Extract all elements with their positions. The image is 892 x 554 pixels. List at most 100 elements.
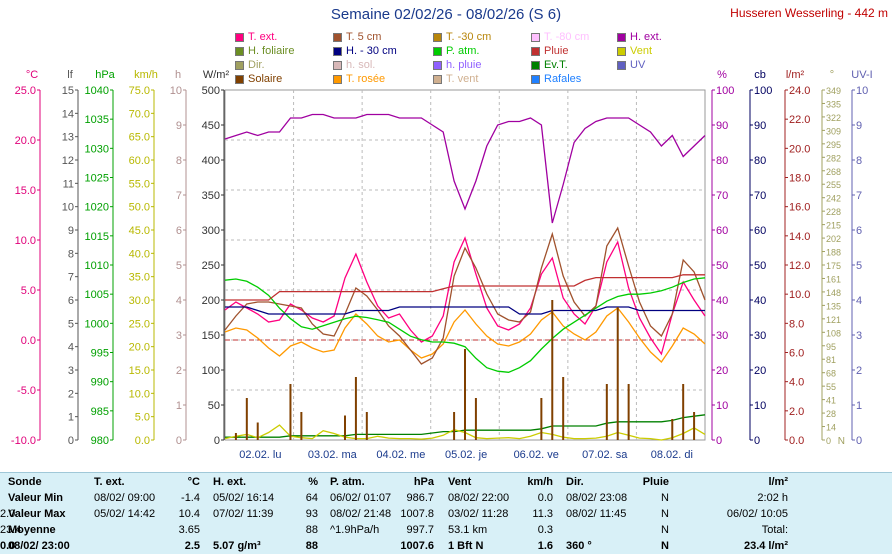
table-cell: 08/02/ 22:00 <box>448 492 510 504</box>
table-cell: N <box>661 508 669 520</box>
legend-item: h. sol. <box>333 59 375 72</box>
tick-label-dir: 175 <box>826 261 841 271</box>
tick-label-wind: 70.0 <box>129 108 150 120</box>
legend-label: T. vent <box>446 73 479 86</box>
tick-label-cb: 30 <box>754 330 766 342</box>
tick-label-cb: 10 <box>754 400 766 412</box>
tick-label-uv: 5 <box>856 260 862 272</box>
dir-compass-label: N <box>838 436 845 447</box>
tick-label-leaf: 3 <box>68 365 74 377</box>
table-cell: 06/02/ 10:05 <box>726 508 788 520</box>
tick-label-dir: 268 <box>826 167 841 177</box>
table-cell: 2:02 h <box>757 492 788 504</box>
tick-label-leaf: 9 <box>68 225 74 237</box>
tick-label-leaf: 8 <box>68 248 74 260</box>
legend-item: T. 5 cm <box>333 31 381 44</box>
x-tick-label: 05.02. je <box>445 449 487 461</box>
tick-label-rain: 2.0 <box>789 406 804 418</box>
tick-label-rain: 8.0 <box>789 318 804 330</box>
tick-label-dir: 95 <box>826 342 836 352</box>
axis-unit-cb: cb <box>754 69 766 81</box>
table-header-cell: P. atm. <box>330 476 365 488</box>
table-cell: 2.5 <box>184 540 200 552</box>
legend-item: H. ext. <box>617 31 662 44</box>
table-header-cell: °C <box>187 476 200 488</box>
table-cell: 3.65 <box>178 524 200 536</box>
tick-label-rain: 0.0 <box>789 435 804 447</box>
table-cell: 1.6 <box>537 540 553 552</box>
legend-swatch <box>433 46 442 56</box>
tick-label-hour: 5 <box>176 260 182 272</box>
tick-label-dir: 55 <box>826 382 836 392</box>
table-cell: 03/02/ 11:28 <box>448 508 509 520</box>
table-cell: 0.3 <box>537 524 553 536</box>
legend-label: Rafales <box>544 73 582 86</box>
tick-label-dir: 242 <box>826 194 841 204</box>
x-tick-label: 07.02. sa <box>582 449 628 461</box>
tick-label-hum: 80 <box>716 155 728 167</box>
tick-label-dir: 188 <box>826 248 841 258</box>
legend-item: P. atm. <box>433 45 479 58</box>
tick-label-press: 1040 <box>85 85 109 97</box>
tick-label-leaf: 15 <box>62 85 74 97</box>
legend-swatch <box>617 46 626 56</box>
tick-label-dir: 282 <box>826 153 841 163</box>
tick-label-dir: 335 <box>826 99 841 109</box>
tick-label-press: 1010 <box>85 260 109 272</box>
legend-label: h. sol. <box>346 59 376 72</box>
tick-label-leaf: 1 <box>68 412 74 424</box>
table-cell: 986.7 <box>406 492 434 504</box>
tick-label-uv: 1 <box>856 400 862 412</box>
table-row-label: Valeur Min <box>8 492 64 504</box>
legend-swatch <box>433 32 442 42</box>
tick-label-hum: 30 <box>716 330 728 342</box>
tick-label-uv: 4 <box>856 295 862 307</box>
tick-label-cb: 100 <box>754 85 772 97</box>
axis-unit-press: hPa <box>95 69 115 81</box>
legend-swatch <box>433 60 442 70</box>
table-header-cell: H. ext. <box>213 476 247 488</box>
tick-label-wind: 65.0 <box>129 132 150 144</box>
table-header-cell: Vent <box>448 476 472 488</box>
tick-label-wind: 10.0 <box>129 388 150 400</box>
series-line-5 <box>225 306 705 315</box>
legend-label: H. ext. <box>630 31 662 44</box>
tick-label-leaf: 7 <box>68 272 74 284</box>
tick-label-dir: 135 <box>826 301 841 311</box>
tick-label-dir: 121 <box>826 315 841 325</box>
tick-label-uv: 3 <box>856 330 862 342</box>
tick-label-leaf: 14 <box>62 108 74 120</box>
tick-label-rain: 10.0 <box>789 289 810 301</box>
tick-label-wind: 0.0 <box>135 435 150 447</box>
series-line-2 <box>224 226 706 365</box>
axis-unit-hum: % <box>717 69 727 81</box>
axis-unit-solar: W/m² <box>203 69 230 81</box>
legend-label: Ev.T. <box>544 59 568 72</box>
legend-item: Pluie <box>531 45 568 58</box>
axis-unit-hour: h <box>175 69 181 81</box>
table-cell: 88 <box>305 540 318 552</box>
tick-label-dir: 148 <box>826 288 841 298</box>
legend-label: H. - 30 cm <box>346 45 397 58</box>
table-cell: 0.0 <box>0 540 16 552</box>
legend: T. ext. T. 5 cm T. -30 cm T. -80 cm H. ext. H… <box>235 31 715 87</box>
table-cell: 05/02/ 14:42 <box>94 508 156 520</box>
table-header-cell: T. ext. <box>94 476 125 488</box>
legend-item: UV <box>617 59 645 72</box>
tick-label-hour: 6 <box>176 225 182 237</box>
tick-label-hour: 8 <box>176 155 182 167</box>
tick-label-hum: 60 <box>716 225 728 237</box>
tick-label-press: 1005 <box>85 289 109 301</box>
tick-label-temp: 10.0 <box>15 235 36 247</box>
legend-label: Vent <box>630 45 653 58</box>
table-cell: 06/02/ 01:07 <box>330 492 392 504</box>
table-cell: N <box>661 492 669 504</box>
tick-label-solar: 50 <box>208 400 220 412</box>
series-line-4 <box>224 113 706 224</box>
legend-label: UV <box>630 59 646 72</box>
tick-label-wind: 75.0 <box>129 85 150 97</box>
table-cell: 93 <box>305 508 318 520</box>
tick-label-cb: 40 <box>754 295 766 307</box>
tick-label-hum: 40 <box>716 295 728 307</box>
tick-label-wind: 15.0 <box>129 365 150 377</box>
